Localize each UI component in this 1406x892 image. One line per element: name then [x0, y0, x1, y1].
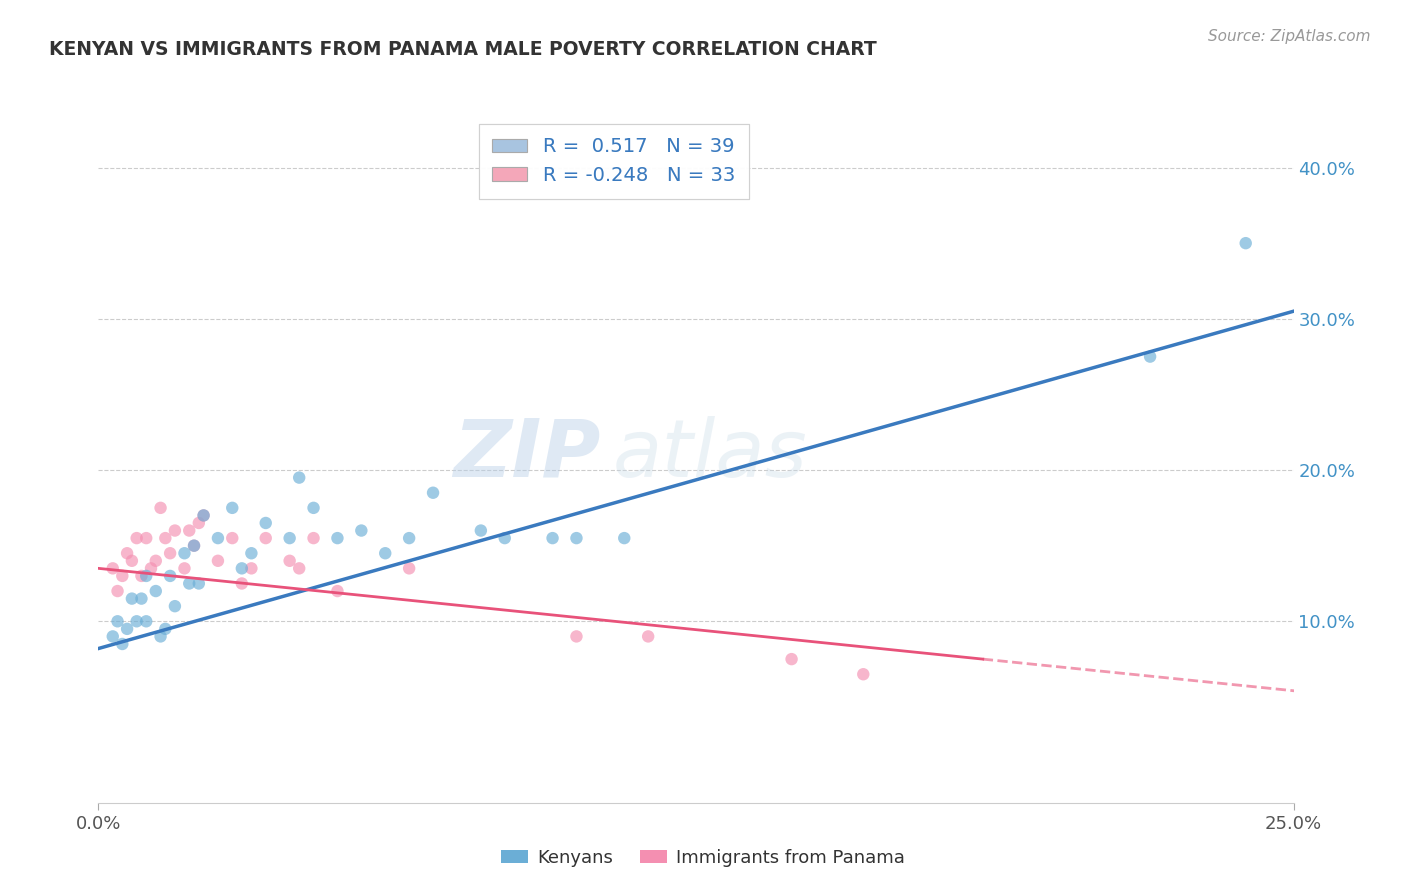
- Point: [135, 615, 157, 629]
- Point: [173, 546, 195, 560]
- Point: [131, 569, 153, 583]
- Point: [207, 531, 229, 545]
- Point: [183, 539, 205, 553]
- Point: [613, 531, 636, 545]
- Point: [494, 531, 516, 545]
- Point: [326, 531, 349, 545]
- Point: [1139, 350, 1161, 364]
- Point: [179, 524, 201, 538]
- Point: [125, 531, 148, 545]
- Point: [159, 569, 181, 583]
- Text: ZIP: ZIP: [453, 416, 600, 494]
- Point: [107, 615, 129, 629]
- Point: [149, 500, 172, 515]
- Point: [278, 531, 301, 545]
- Point: [541, 531, 564, 545]
- Point: [125, 615, 148, 629]
- Point: [173, 561, 195, 575]
- Point: [398, 531, 420, 545]
- Point: [470, 524, 492, 538]
- Point: [565, 531, 588, 545]
- Point: [422, 485, 444, 500]
- Point: [163, 524, 186, 538]
- Point: [145, 554, 167, 568]
- Point: [374, 546, 396, 560]
- Point: [145, 584, 167, 599]
- Point: [135, 531, 157, 545]
- Point: [240, 561, 263, 575]
- Point: [107, 584, 129, 599]
- Point: [254, 531, 277, 545]
- Point: [565, 629, 588, 643]
- Text: KENYAN VS IMMIGRANTS FROM PANAMA MALE POVERTY CORRELATION CHART: KENYAN VS IMMIGRANTS FROM PANAMA MALE PO…: [49, 40, 877, 59]
- Text: Source: ZipAtlas.com: Source: ZipAtlas.com: [1208, 29, 1371, 44]
- Point: [187, 576, 209, 591]
- Point: [288, 470, 311, 484]
- Point: [115, 622, 138, 636]
- Point: [221, 531, 243, 545]
- Point: [159, 546, 181, 560]
- Point: [278, 554, 301, 568]
- Point: [121, 591, 143, 606]
- Point: [302, 500, 325, 515]
- Point: [350, 524, 373, 538]
- Point: [1234, 236, 1257, 251]
- Point: [780, 652, 803, 666]
- Point: [135, 569, 157, 583]
- Point: [254, 516, 277, 530]
- Point: [155, 622, 177, 636]
- Point: [187, 516, 209, 530]
- Point: [131, 591, 153, 606]
- Point: [193, 508, 215, 523]
- Point: [231, 561, 253, 575]
- Point: [111, 569, 134, 583]
- Point: [240, 546, 263, 560]
- Text: atlas: atlas: [613, 416, 807, 494]
- Point: [179, 576, 201, 591]
- Point: [121, 554, 143, 568]
- Point: [302, 531, 325, 545]
- Point: [155, 531, 177, 545]
- Point: [101, 629, 124, 643]
- Point: [111, 637, 134, 651]
- Point: [852, 667, 875, 681]
- Point: [163, 599, 186, 614]
- Point: [149, 629, 172, 643]
- Point: [398, 561, 420, 575]
- Point: [115, 546, 138, 560]
- Point: [288, 561, 311, 575]
- Point: [193, 508, 215, 523]
- Legend: R =  0.517   N = 39, R = -0.248   N = 33: R = 0.517 N = 39, R = -0.248 N = 33: [478, 124, 748, 199]
- Point: [231, 576, 253, 591]
- Legend: Kenyans, Immigrants from Panama: Kenyans, Immigrants from Panama: [494, 842, 912, 874]
- Point: [221, 500, 243, 515]
- Point: [326, 584, 349, 599]
- Point: [101, 561, 124, 575]
- Point: [637, 629, 659, 643]
- Point: [183, 539, 205, 553]
- Point: [207, 554, 229, 568]
- Point: [139, 561, 162, 575]
